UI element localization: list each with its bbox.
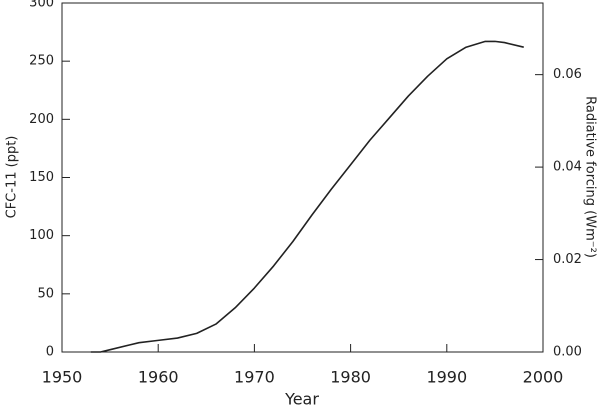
x-tick-label: 1990 [426, 368, 467, 387]
y2-tick-label: 0.00 [553, 345, 582, 360]
y-tick-label: 100 [29, 228, 54, 243]
y-tick-label: 50 [37, 286, 54, 301]
plot-frame [61, 2, 544, 353]
x-tick-label: 1960 [138, 368, 179, 387]
y-tick-label: 300 [29, 0, 54, 11]
y-tick-label: 200 [29, 112, 54, 127]
y2-tick-label: 0.02 [553, 252, 582, 267]
x-axis-label: Year [284, 390, 319, 408]
y-tick-label: 0 [46, 345, 54, 360]
y2-tick-label: 0.06 [553, 67, 582, 82]
x-tick-label: 2000 [523, 368, 564, 387]
y2-axis-label: Radiative forcing (Wm⁻²) [583, 96, 598, 258]
y-axis-label: CFC-11 (ppt) [5, 136, 20, 219]
data-line [90, 40, 524, 353]
y2-tick-label: 0.04 [553, 160, 582, 175]
y-tick-label: 150 [29, 170, 54, 185]
x-tick-label: 1950 [42, 368, 83, 387]
y-tick-label: 250 [29, 54, 54, 69]
x-tick-label: 1970 [234, 368, 275, 387]
x-tick-label: 1980 [330, 368, 371, 387]
